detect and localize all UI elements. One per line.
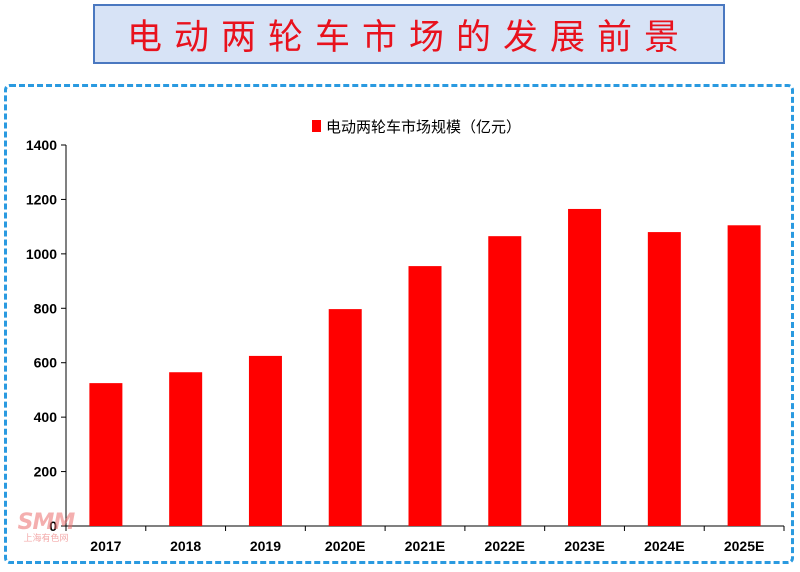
bar-2023E [568,208,602,527]
y-tick-label: 400 [34,409,58,425]
y-tick-label: 1200 [26,191,57,207]
bar-2022E [488,236,522,527]
page-title: 电动两轮车市场的发展前景 [126,17,691,58]
bar-2017 [89,383,123,526]
x-tick-label: 2017 [90,538,121,554]
y-tick-label: 1000 [26,246,57,262]
bar-2019 [248,355,282,526]
x-tick-label: 2023E [564,538,604,554]
legend-swatch [312,120,321,132]
title-banner: 电动两轮车市场的发展前景 [93,4,725,64]
bar-2018 [169,372,203,526]
y-tick-label: 600 [34,355,58,371]
chart-frame [4,84,794,564]
y-tick-label: 800 [34,300,58,316]
bar-2024E [647,232,681,527]
x-tick-label: 2021E [405,538,445,554]
x-tick-label: 2019 [250,538,281,554]
legend-label: 电动两轮车市场规模（亿元） [326,118,521,136]
x-tick-label: 2022E [485,538,525,554]
y-tick-label: 1400 [26,137,57,153]
bar-2021E [408,266,442,526]
x-tick-label: 2024E [644,538,684,554]
y-tick-label: 0 [49,518,57,534]
bar-2020E [328,309,362,526]
y-tick-label: 200 [34,464,58,480]
x-tick-label: 2025E [724,538,764,554]
x-tick-label: 2020E [325,538,365,554]
bar-2025E [727,225,761,526]
x-tick-label: 2018 [170,538,201,554]
